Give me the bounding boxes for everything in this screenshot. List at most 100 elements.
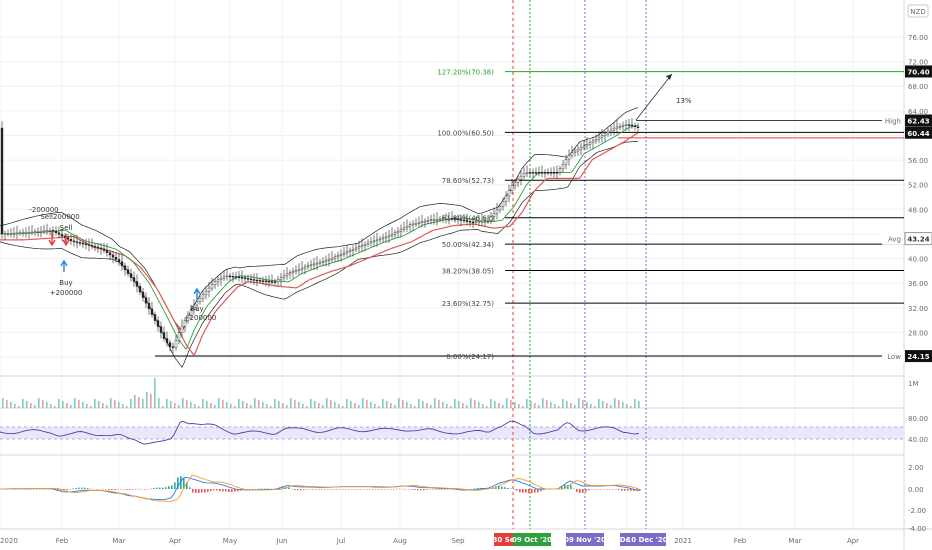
candle-body [123, 265, 127, 270]
macd-bar [423, 489, 425, 491]
candle-body [528, 172, 532, 174]
volume-bar [314, 401, 316, 408]
candle-body [444, 218, 448, 220]
candle-body [9, 233, 13, 235]
volume-bar [6, 400, 8, 408]
macd-bar [327, 489, 329, 490]
candle-body [321, 261, 325, 263]
macd-bar [195, 489, 197, 493]
candle-body [168, 342, 172, 347]
date-marker-dec[interactable] [620, 533, 630, 546]
macd-bar [258, 488, 260, 490]
volume-bar [634, 399, 636, 408]
macd-bar [270, 488, 272, 490]
volume-bar [606, 403, 608, 408]
candle-body [54, 230, 58, 233]
macd-bar [105, 489, 107, 490]
volume-bar [578, 398, 580, 408]
volume-bar [622, 402, 624, 408]
price-candles [0, 117, 640, 354]
candle-body [474, 221, 478, 223]
candle-body [531, 172, 535, 174]
volume-bar [138, 397, 140, 408]
candle-body [303, 266, 307, 269]
candle-body [258, 280, 262, 282]
volume-bar [458, 401, 460, 408]
time-tick-label: Sep [451, 537, 465, 545]
macd-bar [471, 488, 473, 490]
date-marker-09-nov[interactable] [566, 533, 604, 546]
bollinger-lower [0, 140, 639, 368]
candle-body [108, 252, 112, 256]
macd-bar [39, 488, 41, 490]
candle-body [12, 232, 16, 235]
candle-body [222, 276, 226, 279]
macd-bar [609, 489, 611, 490]
macd-bar [228, 489, 230, 492]
macd-bar [57, 489, 59, 491]
volume-bar [506, 398, 508, 408]
macd-tick-label: 0.00 [908, 486, 924, 494]
price-tick-label: 48.00 [908, 206, 928, 214]
date-marker-09-nov-label: 09 Nov '20 [564, 536, 606, 544]
candle-body [312, 263, 316, 266]
volume-bar [434, 398, 436, 408]
candle-body [435, 218, 439, 221]
candle-body [561, 164, 565, 169]
macd-bar [615, 489, 617, 490]
volume-bar [50, 404, 52, 408]
candle-body [408, 224, 412, 227]
volume-bar [150, 394, 152, 408]
volume-bar [198, 406, 200, 408]
volume-bar [86, 404, 88, 408]
buy2-word-text: Buy [190, 305, 203, 313]
volume-bar [486, 406, 488, 408]
volume-bar [278, 401, 280, 408]
volume-tick-label: 1M [908, 380, 919, 388]
volume-bar [310, 399, 312, 408]
volume-bar [414, 406, 416, 408]
candle-body [177, 332, 181, 341]
candle-body [30, 231, 34, 234]
candle-body [339, 254, 343, 256]
buy1-amount-text: +200000 [50, 289, 83, 297]
macd-bar [117, 489, 119, 490]
volume-bar [478, 402, 480, 408]
volume-bar [222, 400, 224, 408]
candle-body [363, 244, 367, 246]
candle-body [291, 271, 295, 273]
candle-body [519, 175, 523, 180]
date-marker-10-dec-label: 10 Dec '20 [626, 536, 667, 544]
date-marker-30-sep[interactable] [494, 533, 513, 546]
macd-bar [51, 489, 53, 490]
fib-level-label: 100.00%(60.50) [437, 129, 494, 137]
fib-level-label: 50.00%(42.34) [442, 241, 494, 249]
date-marker-10-dec[interactable] [628, 533, 666, 546]
candle-body [585, 144, 589, 147]
volume-bar [618, 400, 620, 408]
macd-bar [87, 488, 89, 489]
macd-bar [585, 489, 587, 492]
time-tick-label: Apr [847, 537, 859, 545]
candle-body [525, 172, 529, 174]
macd-bar [183, 477, 185, 489]
macd-bar [300, 489, 302, 491]
volume-bar [114, 400, 116, 408]
volume-bar [38, 398, 40, 408]
macd-bar [366, 489, 368, 490]
rsi-tick-label: 40.00 [908, 436, 928, 444]
volume-bar [554, 404, 556, 408]
macd-bar [528, 489, 530, 493]
currency-badge[interactable] [907, 4, 929, 18]
volume-bar [290, 398, 292, 408]
price-tag [905, 350, 932, 363]
candle-body [483, 220, 487, 222]
volume-bar [214, 405, 216, 408]
macd-bar [264, 488, 266, 490]
date-marker-09-oct[interactable] [513, 533, 551, 546]
volume-bar [334, 402, 336, 408]
volume-bar [582, 400, 584, 408]
volume-bar [14, 404, 16, 408]
volume-bar [558, 406, 560, 408]
